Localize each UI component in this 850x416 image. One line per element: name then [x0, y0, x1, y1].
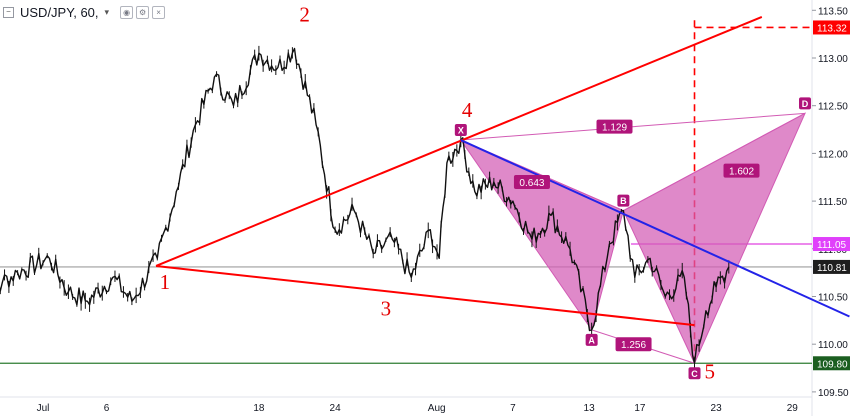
price-tag-109.80 — [813, 356, 850, 371]
x-tick-label: 23 — [711, 403, 723, 414]
point-label-X: X — [458, 126, 464, 136]
point-badge-B[interactable] — [617, 194, 630, 207]
symbol-label[interactable]: USD/JPY, 60, — [20, 4, 99, 20]
close-icon[interactable]: × — [152, 5, 166, 19]
point-label-A: A — [588, 335, 595, 345]
x-tick-label: 24 — [330, 403, 342, 414]
x-tick-label: 13 — [584, 403, 596, 414]
price-tag-111.05 — [813, 237, 850, 252]
gear-icon[interactable]: ⚙ — [136, 5, 150, 19]
price-tag-113.32 — [813, 20, 850, 35]
wave-label-3: 3 — [381, 297, 392, 321]
trend-line-2[interactable] — [460, 139, 850, 318]
wave-label-2: 2 — [299, 3, 310, 27]
harmonic-triangle-bcd[interactable] — [622, 112, 807, 365]
price-tag-label: 109.80 — [817, 359, 848, 370]
point-badge-X[interactable] — [454, 124, 467, 137]
wave-label-1: 1 — [160, 270, 171, 294]
trend-line-1[interactable] — [155, 264, 695, 327]
y-tick-label: 113.50 — [818, 6, 848, 17]
y-tick-label: 112.00 — [818, 149, 848, 160]
ratio-label: 1.256 — [621, 340, 646, 351]
price-tag-label: 111.05 — [817, 240, 847, 251]
ratio-label: 0.643 — [519, 178, 544, 189]
point-label-B: B — [620, 196, 627, 206]
trend-line-0[interactable] — [155, 16, 763, 267]
y-tick-label: 113.00 — [818, 54, 848, 65]
ratio-label: 1.129 — [602, 123, 627, 134]
chart-header: − USD/JPY, 60, ▾ ◉ ⚙ × — [0, 2, 166, 22]
x-tick-label: 18 — [253, 403, 265, 414]
y-tick-label: 110.00 — [818, 340, 848, 351]
x-tick-label: 6 — [104, 403, 110, 414]
ratio-label: 1.602 — [729, 167, 754, 178]
minus-box-icon[interactable]: − — [3, 6, 14, 18]
price-tag-label: 113.32 — [817, 23, 847, 34]
chevron-down-icon[interactable]: ▾ — [104, 6, 110, 17]
ratio-badge[interactable] — [723, 163, 760, 178]
ratio-badge[interactable] — [596, 119, 633, 134]
x-tick-label: 29 — [787, 403, 799, 414]
price-tag-label: 110.81 — [817, 263, 847, 274]
price-tag-110.81 — [813, 259, 850, 274]
harmonic-ratio-line — [460, 112, 806, 141]
point-badge-D[interactable] — [799, 97, 811, 110]
y-tick-label: 110.50 — [818, 292, 848, 303]
wave-label-5: 5 — [705, 360, 716, 384]
ratio-badge[interactable] — [615, 337, 652, 352]
x-tick-label: Jul — [37, 403, 50, 414]
eye-icon[interactable]: ◉ — [120, 5, 134, 19]
price-axis[interactable] — [812, 0, 850, 416]
y-tick-label: 109.50 — [818, 388, 849, 399]
point-badge-C[interactable] — [688, 367, 701, 380]
y-tick-label: 111.50 — [818, 197, 848, 208]
harmonic-ratio-line — [623, 112, 806, 212]
x-tick-label: 7 — [510, 403, 516, 414]
point-label-D: D — [802, 99, 809, 109]
wave-label-4: 4 — [462, 98, 473, 122]
point-badge-A[interactable] — [585, 333, 598, 346]
y-tick-label: 112.50 — [818, 102, 848, 113]
x-tick-label: Aug — [428, 403, 446, 414]
ratio-badge[interactable] — [513, 175, 550, 190]
x-tick-label: 17 — [634, 403, 646, 414]
point-label-C: C — [691, 369, 698, 379]
